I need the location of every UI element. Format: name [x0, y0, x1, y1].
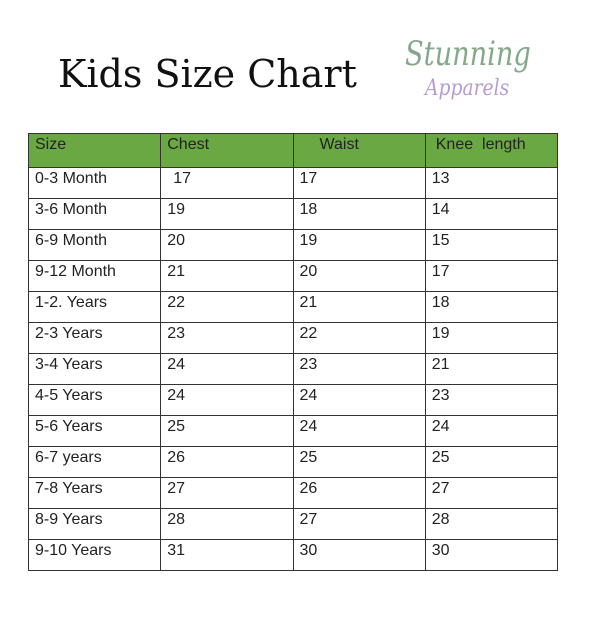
cell-waist: 20 — [292, 260, 426, 292]
cell-knee-length: 30 — [424, 539, 559, 571]
cell-knee-length: 27 — [424, 477, 559, 509]
cell-chest: 28 — [160, 508, 294, 540]
table-row: 9-10 Years 31 30 30 — [27, 539, 559, 571]
cell-waist: 21 — [292, 291, 426, 323]
cell-waist: 23 — [292, 353, 426, 385]
cell-waist: 27 — [292, 508, 426, 540]
cell-knee-length: 13 — [424, 167, 559, 199]
cell-waist: 18 — [292, 198, 426, 230]
logo-text-stunning: Stunning — [405, 34, 531, 74]
logo-text-apparels: Apparels — [425, 76, 510, 101]
size-chart-table: Size Chest Waist Knee length 0-3 Month 17… — [27, 133, 559, 571]
cell-knee-length: 23 — [424, 384, 559, 416]
table-row: 7-8 Years 27 26 27 — [27, 477, 559, 509]
cell-size: 3-6 Month — [27, 198, 162, 230]
cell-size: 8-9 Years — [27, 508, 162, 540]
cell-size: 9-10 Years — [27, 539, 162, 571]
cell-knee-length: 19 — [424, 322, 559, 354]
cell-waist: 17 — [292, 167, 426, 199]
header-knee-length: Knee length — [424, 133, 559, 168]
cell-waist: 22 — [292, 322, 426, 354]
cell-size: 6-9 Month — [27, 229, 162, 261]
cell-size: 6-7 years — [27, 446, 162, 478]
table-row: 6-9 Month 20 19 15 — [27, 229, 559, 261]
cell-chest: 22 — [160, 291, 294, 323]
cell-knee-length: 17 — [424, 260, 559, 292]
cell-size: 0-3 Month — [27, 167, 162, 199]
header-chest: Chest — [160, 133, 294, 168]
cell-knee-length: 25 — [424, 446, 559, 478]
header-size: Size — [27, 133, 162, 168]
table-row: 4-5 Years 24 24 23 — [27, 384, 559, 416]
table-row: 0-3 Month 17 17 13 — [27, 167, 559, 199]
cell-size: 3-4 Years — [27, 353, 162, 385]
cell-chest: 27 — [160, 477, 294, 509]
cell-chest: 24 — [160, 384, 294, 416]
table-row: 5-6 Years 25 24 24 — [27, 415, 559, 447]
cell-size: 1-2. Years — [27, 291, 162, 323]
cell-waist: 25 — [292, 446, 426, 478]
cell-knee-length: 15 — [424, 229, 559, 261]
page-title: Kids Size Chart — [58, 52, 357, 96]
table-row: 9-12 Month 21 20 17 — [27, 260, 559, 292]
table-row: 8-9 Years 28 27 28 — [27, 508, 559, 540]
cell-chest: 21 — [160, 260, 294, 292]
cell-size: 7-8 Years — [27, 477, 162, 509]
cell-size: 9-12 Month — [27, 260, 162, 292]
cell-knee-length: 14 — [424, 198, 559, 230]
cell-knee-length: 24 — [424, 415, 559, 447]
cell-chest: 17 — [160, 167, 294, 199]
cell-chest: 25 — [160, 415, 294, 447]
table-header-row: Size Chest Waist Knee length — [27, 133, 559, 168]
cell-size: 4-5 Years — [27, 384, 162, 416]
cell-knee-length: 21 — [424, 353, 559, 385]
cell-chest: 26 — [160, 446, 294, 478]
table-row: 1-2. Years 22 21 18 — [27, 291, 559, 323]
cell-waist: 30 — [292, 539, 426, 571]
brand-logo: Stunning Apparels — [405, 34, 531, 114]
table-row: 2-3 Years 23 22 19 — [27, 322, 559, 354]
cell-waist: 19 — [292, 229, 426, 261]
table-row: 6-7 years 26 25 25 — [27, 446, 559, 478]
cell-size: 2-3 Years — [27, 322, 162, 354]
table-row: 3-4 Years 24 23 21 — [27, 353, 559, 385]
cell-chest: 23 — [160, 322, 294, 354]
cell-chest: 19 — [160, 198, 294, 230]
cell-size: 5-6 Years — [27, 415, 162, 447]
cell-chest: 20 — [160, 229, 294, 261]
cell-knee-length: 18 — [424, 291, 559, 323]
header-waist: Waist — [292, 133, 426, 168]
table-row: 3-6 Month 19 18 14 — [27, 198, 559, 230]
cell-knee-length: 28 — [424, 508, 559, 540]
cell-chest: 24 — [160, 353, 294, 385]
cell-chest: 31 — [160, 539, 294, 571]
cell-waist: 24 — [292, 415, 426, 447]
cell-waist: 24 — [292, 384, 426, 416]
cell-waist: 26 — [292, 477, 426, 509]
